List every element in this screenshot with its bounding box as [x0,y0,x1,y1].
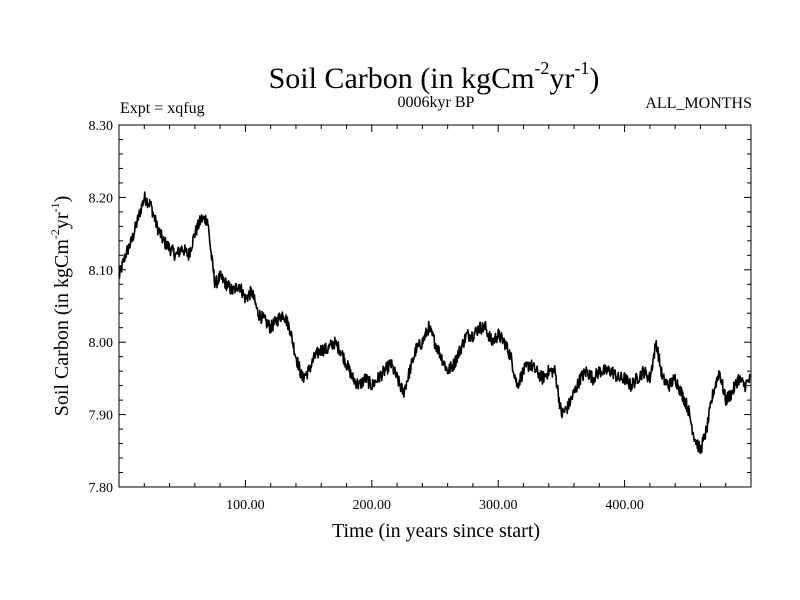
x-tick-label: 300.00 [479,498,518,513]
x-axis-label: Time (in years since start) [332,520,540,542]
series-line-soil-carbon [118,191,752,455]
y-tick-label: 8.20 [89,191,114,206]
y-tick-label: 8.10 [89,264,114,279]
y-tick-label: 7.90 [89,409,114,424]
y-axis-label: Soil Carbon (in kgCm-2yr-1) [48,196,73,417]
months-label: ALL_MONTHS [645,95,752,112]
chart-title: Soil Carbon (in kgCm-2yr-1) [269,58,600,95]
x-tick-label: 200.00 [353,498,392,513]
experiment-label: Expt = xqfug [120,100,205,117]
y-tick-label: 8.30 [89,119,114,134]
y-tick-label: 8.00 [89,336,114,351]
plot-frame [118,124,752,488]
period-label: 0006kyr BP [398,94,475,111]
y-axis-ticks: 7.80 7.90 8.00 8.10 8.20 8.30 [89,119,751,496]
x-tick-label: 400.00 [605,498,644,513]
series-group [118,191,752,455]
y-tick-label: 7.80 [89,481,114,496]
x-tick-label: 100.00 [226,498,265,513]
x-axis-ticks: 100.00 200.00 300.00 400.00 [143,125,727,513]
